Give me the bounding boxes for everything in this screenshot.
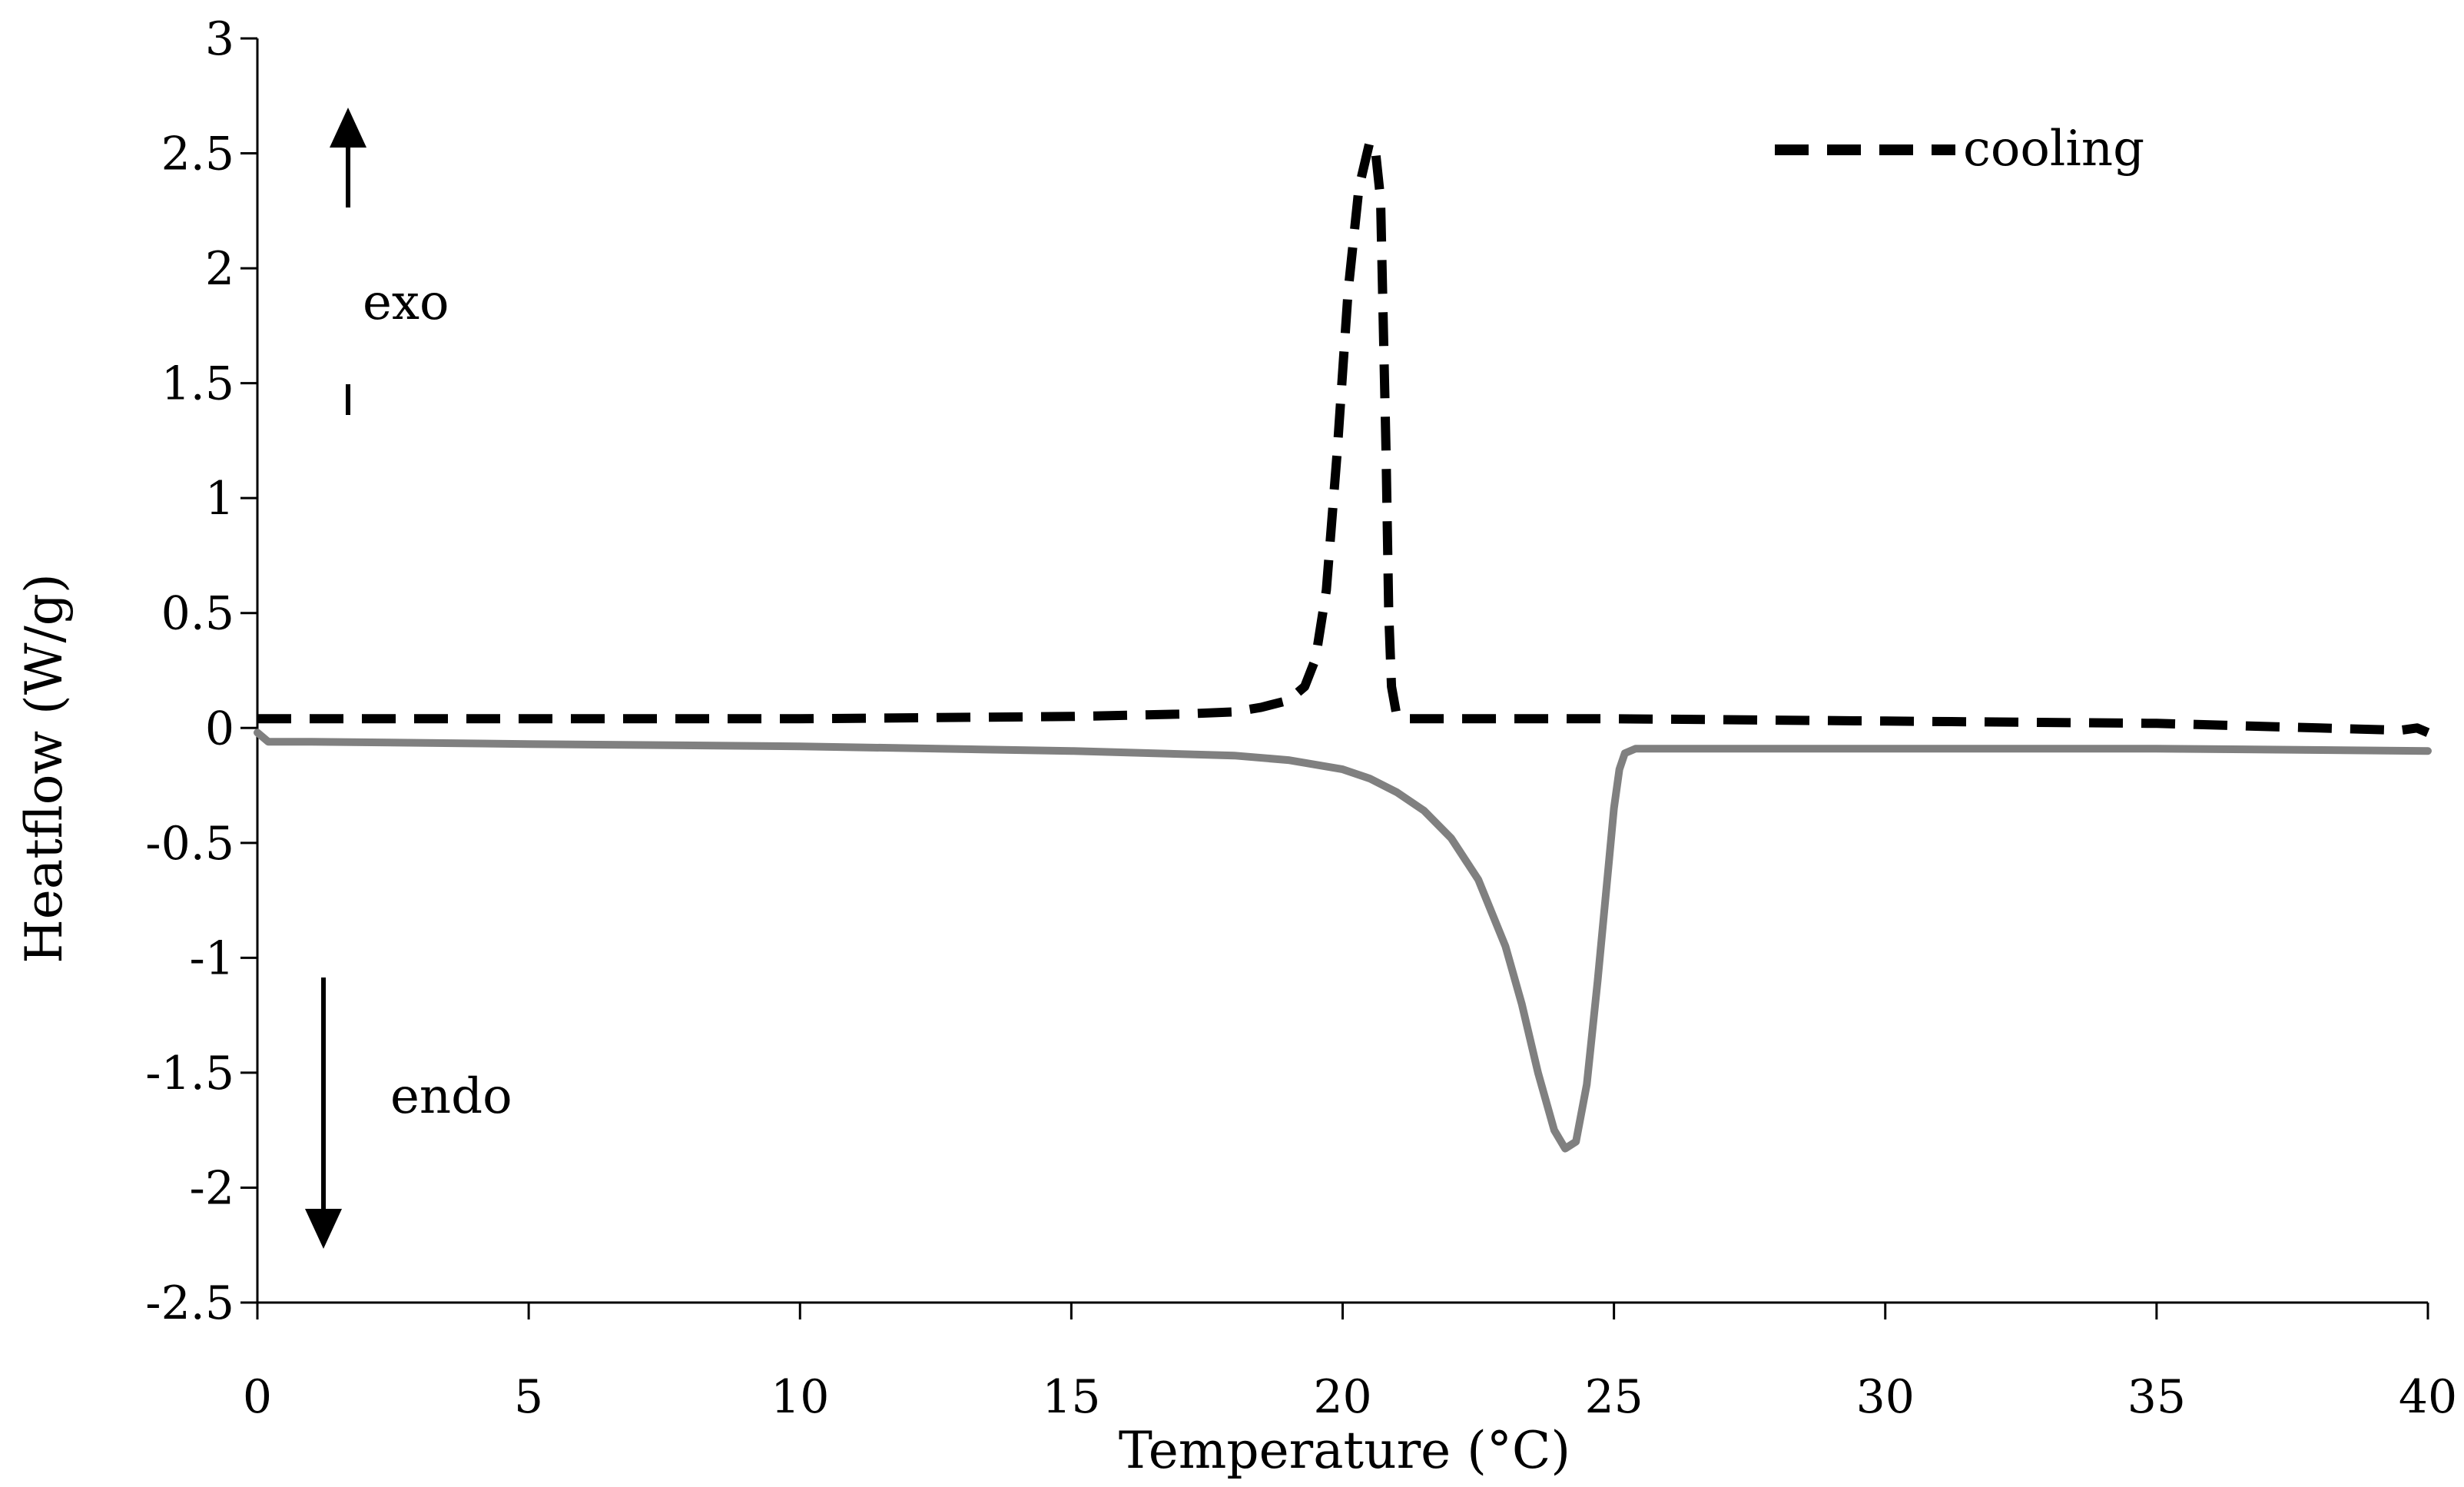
x-axis-title: Temperature (°C) [1119,1421,1570,1480]
series-layer [254,137,2432,1153]
ticks [240,37,2429,1319]
exo-label: exo [363,274,449,331]
x-tick-label-0: 0 [243,1370,272,1424]
series-cooling [257,137,2430,737]
exo-arrow-icon [330,108,366,148]
axes [256,38,2428,1304]
y-tick-label-3: 3 [205,12,234,66]
exo-annotation: exo [330,108,449,415]
y-tick-label--0.5: -0.5 [145,817,234,871]
tick-labels: 0 5 10 15 20 25 30 35 40 3 2.5 2 1.5 1 0.5 0 -0.5 -1 -1.5 -… [145,12,2457,1424]
x-tick-label-35: 35 [2127,1370,2186,1424]
x-tick-label-15: 15 [1042,1370,1100,1424]
y-tick-label-1: 1 [205,472,234,526]
y-tick-label-0: 0 [205,702,234,755]
x-tick-label-25: 25 [1584,1370,1643,1424]
y-tick-label-2.5: 2.5 [161,128,234,181]
y-tick-label-0.5: 0.5 [161,587,234,641]
y-tick-label-2: 2 [205,242,234,296]
x-tick-label-30: 30 [1856,1370,1915,1424]
x-tick-label-10: 10 [771,1370,829,1424]
y-tick-label--2: -2 [190,1161,234,1215]
y-tick-label--1.5: -1.5 [145,1047,234,1100]
x-tick-label-5: 5 [514,1370,543,1424]
x-tick-label-40: 40 [2399,1370,2457,1424]
y-tick-label--2.5: -2.5 [145,1276,234,1330]
endo-annotation: endo [305,978,512,1249]
endo-label: endo [390,1068,512,1125]
legend-cooling-label: cooling [1963,121,2144,178]
series-heating [254,729,2432,1153]
x-tick-label-20: 20 [1313,1370,1371,1424]
y-tick-label-1.5: 1.5 [161,357,234,411]
y-axis-title: Heatflow (W/g) [15,573,74,964]
endo-arrow-icon [305,1209,342,1249]
legend: cooling [1775,121,2144,178]
y-tick-label--1: -1 [190,931,234,985]
